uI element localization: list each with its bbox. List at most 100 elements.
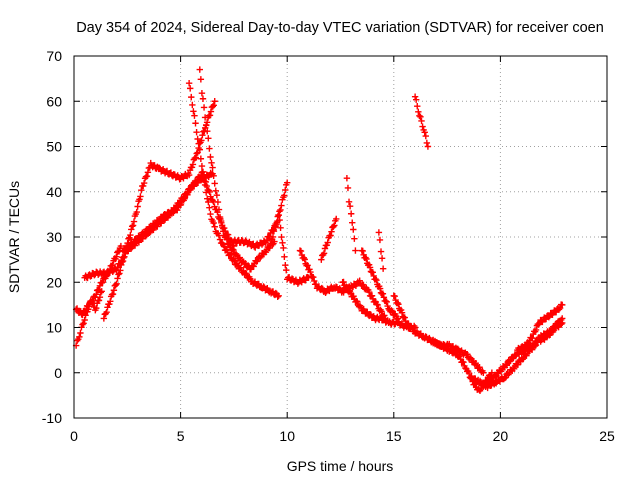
data-point: [378, 308, 385, 315]
data-point: [215, 206, 223, 213]
data-point: [373, 277, 380, 284]
data-point: [210, 102, 217, 109]
data-point: [382, 297, 389, 305]
data-point: [343, 174, 351, 182]
data-point: [278, 202, 285, 209]
data-point: [116, 270, 123, 277]
data-point: [347, 210, 355, 217]
data-point: [196, 66, 203, 73]
data-point: [125, 243, 133, 250]
data-point: [276, 216, 283, 224]
series-arc-r: [428, 336, 496, 394]
data-point: [113, 280, 120, 287]
data-point: [304, 262, 311, 269]
data-point: [277, 206, 284, 214]
data-point: [113, 253, 120, 260]
data-point: [189, 161, 197, 168]
data-point: [250, 263, 257, 270]
data-point: [99, 279, 106, 286]
data-point: [372, 275, 379, 283]
data-point: [368, 292, 376, 299]
data-point: [189, 183, 197, 190]
data-point: [209, 164, 216, 171]
data-point: [350, 292, 357, 300]
data-point: [422, 132, 429, 140]
data-point: [401, 314, 408, 321]
series-arc-n: [358, 247, 402, 323]
series-arc-u: [514, 301, 566, 354]
data-point: [278, 233, 285, 241]
data-point: [138, 187, 145, 194]
x-tick-label: 15: [386, 428, 402, 444]
data-point: [202, 189, 210, 196]
x-tick-label: 20: [493, 428, 509, 444]
data-point: [438, 341, 445, 348]
data-point: [197, 76, 205, 83]
data-point: [143, 173, 151, 180]
data-point: [324, 239, 331, 246]
series-arc-b: [72, 242, 125, 319]
data-point: [186, 85, 194, 92]
data-point: [174, 206, 181, 214]
data-point: [456, 352, 463, 360]
data-point: [350, 226, 357, 233]
data-point: [205, 135, 212, 142]
data-point: [73, 337, 81, 344]
data-point: [424, 143, 432, 150]
data-point: [311, 277, 318, 285]
data-point: [242, 270, 249, 277]
data-point: [79, 311, 86, 319]
data-point: [377, 248, 385, 255]
series-arc-f: [185, 79, 282, 300]
data-point: [188, 93, 195, 101]
data-point: [489, 377, 496, 384]
data-point: [260, 283, 267, 290]
series-arc-d: [100, 98, 218, 322]
data-point: [279, 239, 286, 246]
data-point: [136, 196, 143, 203]
data-point: [194, 135, 201, 143]
data-point: [476, 377, 484, 385]
data-point: [156, 164, 163, 172]
data-point: [192, 178, 200, 186]
data-point: [450, 348, 458, 355]
data-point: [380, 294, 388, 301]
data-point: [551, 323, 559, 331]
data-point: [477, 385, 485, 393]
data-point: [366, 264, 374, 271]
y-tick-label: 40: [46, 184, 62, 200]
series-arc-o: [375, 229, 387, 272]
data-point: [223, 236, 231, 243]
data-point: [270, 227, 278, 235]
data-point: [77, 329, 84, 337]
data-point: [140, 179, 148, 187]
data-point: [115, 248, 123, 255]
data-point: [297, 247, 305, 255]
y-tick-label: 70: [46, 48, 62, 64]
data-point: [213, 192, 221, 199]
data-point: [349, 219, 356, 226]
data-point: [204, 128, 211, 135]
data-point: [129, 222, 137, 229]
data-point: [98, 279, 105, 287]
data-point: [141, 230, 148, 238]
data-point: [81, 316, 88, 324]
data-point: [550, 324, 558, 332]
data-point: [269, 233, 277, 241]
data-point: [198, 137, 205, 144]
data-point: [514, 361, 522, 368]
data-point: [395, 301, 402, 308]
data-point: [118, 258, 126, 266]
data-point: [166, 210, 173, 218]
data-point: [193, 177, 201, 185]
data-point: [95, 297, 103, 304]
series-arc-t: [486, 315, 566, 385]
x-tick-label: 25: [599, 428, 615, 444]
y-axis-label: SDTVAR / TECUs: [6, 181, 22, 293]
data-point: [529, 334, 536, 342]
data-point: [277, 224, 284, 232]
data-point: [340, 278, 347, 286]
data-point: [318, 284, 325, 292]
data-point: [379, 290, 387, 297]
